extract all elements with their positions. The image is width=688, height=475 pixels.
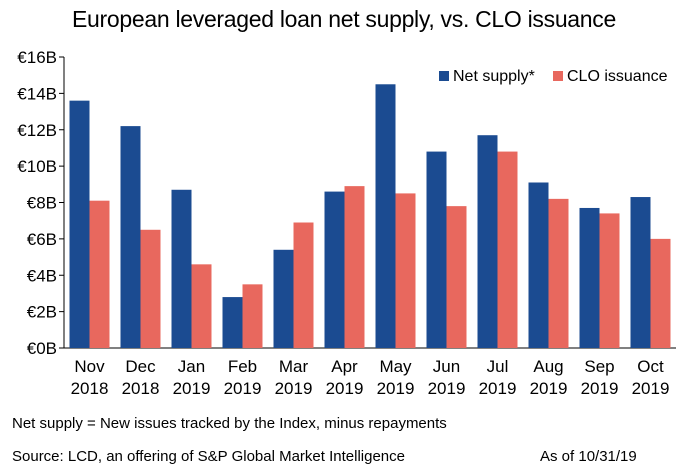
clo-issuance-bar (344, 186, 365, 348)
clo-issuance-bar (89, 200, 110, 348)
x-tick-label-month: Mar (279, 357, 309, 376)
legend-label: Net supply* (453, 68, 535, 85)
net-supply-bar (273, 249, 294, 348)
net-supply-bar (375, 84, 396, 348)
net-supply-bar (579, 207, 600, 348)
x-tick-label-year: 2019 (377, 379, 415, 398)
clo-issuance-bar (140, 229, 161, 348)
y-tick-label: €16B (17, 48, 57, 67)
net-supply-bar (222, 297, 243, 348)
x-tick-label-year: 2019 (173, 379, 211, 398)
net-supply-footnote: Net supply = New issues tracked by the I… (12, 415, 447, 432)
clo-issuance-bar (242, 284, 263, 348)
as-of-date: As of 10/31/19 (540, 448, 637, 465)
x-tick-label-year: 2019 (275, 379, 313, 398)
legend-label: CLO issuance (567, 68, 668, 85)
clo-issuance-bar (497, 151, 518, 348)
clo-issuance-bar (191, 264, 212, 348)
clo-issuance-bar (548, 198, 569, 348)
clo-issuance-bar (293, 222, 314, 348)
y-tick-label: €12B (17, 121, 57, 140)
net-supply-bar (69, 100, 90, 349)
clo-issuance-bar (599, 213, 620, 348)
source-note: Source: LCD, an offering of S&P Global M… (12, 448, 405, 465)
clo-issuance-bar (446, 206, 467, 348)
x-tick-label-month: Jul (487, 357, 509, 376)
clo-issuance-bar (650, 238, 671, 348)
x-tick-label-year: 2018 (122, 379, 160, 398)
x-tick-label-year: 2018 (71, 379, 109, 398)
x-tick-label-month: Nov (74, 357, 105, 376)
chart-title: European leveraged loan net supply, vs. … (72, 6, 616, 32)
y-tick-label: €8B (27, 194, 57, 213)
x-tick-label-month: Oct (637, 357, 664, 376)
y-tick-label: €6B (27, 230, 57, 249)
net-supply-bar (324, 191, 345, 348)
x-tick-label-month: Jan (178, 357, 205, 376)
x-tick-label-month: Apr (331, 357, 358, 376)
x-tick-label-year: 2019 (326, 379, 364, 398)
x-tick-label-month: Jun (433, 357, 460, 376)
y-tick-label: €14B (17, 84, 57, 103)
y-tick-label: €10B (17, 157, 57, 176)
x-tick-label-year: 2019 (581, 379, 619, 398)
legend-swatch (439, 71, 449, 81)
net-supply-bar (426, 151, 447, 348)
x-tick-label-year: 2019 (632, 379, 670, 398)
x-tick-label-year: 2019 (479, 379, 517, 398)
x-tick-label-month: May (379, 357, 412, 376)
x-tick-label-month: Aug (533, 357, 563, 376)
x-tick-label-year: 2019 (530, 379, 568, 398)
net-supply-bar (528, 182, 549, 348)
clo-issuance-bar (395, 193, 416, 348)
x-tick-label-month: Dec (125, 357, 156, 376)
y-tick-label: €0B (27, 339, 57, 358)
net-supply-bar (630, 197, 651, 348)
legend-swatch (553, 71, 563, 81)
y-tick-label: €2B (27, 303, 57, 322)
x-tick-label-year: 2019 (428, 379, 466, 398)
x-tick-label-year: 2019 (224, 379, 262, 398)
x-tick-label-month: Sep (584, 357, 614, 376)
y-tick-label: €4B (27, 266, 57, 285)
net-supply-bar (120, 126, 141, 348)
net-supply-bar (477, 135, 498, 348)
net-supply-bar (171, 189, 192, 348)
x-tick-label-month: Feb (228, 357, 257, 376)
